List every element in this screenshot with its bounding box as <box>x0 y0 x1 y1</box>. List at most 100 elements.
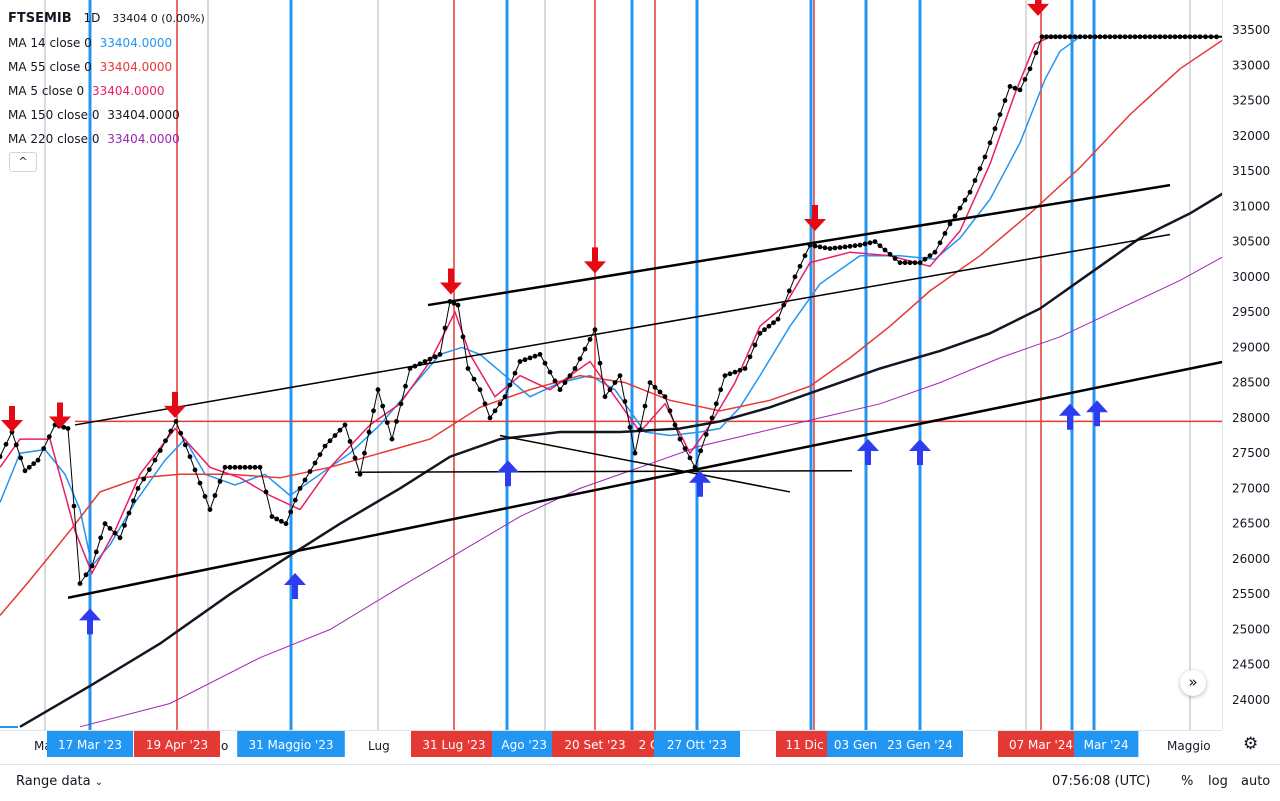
price-point <box>471 376 477 382</box>
price-point <box>932 249 938 255</box>
price-point <box>455 302 461 308</box>
price-tick-label: 24000 <box>1232 693 1270 707</box>
price-point <box>46 434 52 440</box>
ma-label: MA 5 close 0 <box>8 84 85 98</box>
price-point <box>269 514 275 519</box>
legend-symbol-row[interactable]: FTSEMIB 1D 33404 0 (0.00%) <box>8 6 205 31</box>
event-badge-label: 11 Dic <box>785 738 823 752</box>
price-point <box>1192 34 1198 40</box>
price-point <box>1187 34 1193 40</box>
price-point <box>1117 34 1123 40</box>
trend-line <box>74 233 1171 426</box>
price-point <box>487 415 493 421</box>
ma-line-ma220 <box>79 256 1222 728</box>
legend-collapse-button[interactable]: ^ <box>9 152 37 172</box>
price-point <box>781 302 787 308</box>
price-point <box>897 260 903 266</box>
price-point <box>617 373 623 378</box>
price-point <box>522 357 528 363</box>
auto-scale-toggle[interactable]: auto <box>1241 774 1271 789</box>
price-point <box>0 454 3 460</box>
legend-ma-row[interactable]: MA 150 close 0 33404.0000 <box>8 103 205 127</box>
price-point <box>187 454 193 460</box>
price-tick-label: 26500 <box>1232 517 1270 531</box>
gear-icon[interactable]: ⚙ <box>1243 734 1259 754</box>
arrow-up-icon <box>497 460 519 487</box>
price-tick-label: 26000 <box>1232 552 1270 566</box>
price-point <box>3 441 9 447</box>
price-tick-label: 25000 <box>1232 622 1270 636</box>
price-point <box>652 384 658 390</box>
range-label: Range data <box>16 774 91 789</box>
price-point <box>771 320 776 326</box>
price-series <box>0 34 1222 586</box>
price-point <box>713 401 719 407</box>
price-point <box>1012 85 1018 91</box>
chevron-up-icon: ^ <box>18 155 28 168</box>
price-point <box>292 497 298 503</box>
event-badge-label: Mar '24 <box>1084 738 1129 752</box>
price-point <box>1072 34 1078 40</box>
price-tick-label: 27500 <box>1232 446 1270 460</box>
arrow-down-icon <box>584 247 606 274</box>
price-point <box>18 455 24 461</box>
price-point <box>422 359 428 364</box>
trend-line <box>427 183 1171 307</box>
price-point <box>427 356 433 362</box>
price-point <box>447 299 453 304</box>
legend-ma-row[interactable]: MA 55 close 0 33404.0000 <box>8 55 205 79</box>
price-point <box>977 166 983 172</box>
arrow-down-icon <box>1027 0 1049 16</box>
price-point <box>552 378 558 384</box>
price-point <box>572 366 578 371</box>
price-point <box>682 446 688 451</box>
event-badge <box>237 731 345 757</box>
price-point <box>394 419 399 424</box>
price-chart[interactable]: 24000 24500 25000 25500 26000 26500 27000 27500… <box>0 0 1280 764</box>
price-point <box>862 241 868 247</box>
price-point <box>283 521 289 527</box>
price-point <box>877 243 883 249</box>
price-point <box>527 355 533 361</box>
event-badge <box>134 731 220 757</box>
range-dropdown[interactable]: Range data ⌄ <box>16 774 103 789</box>
price-point <box>837 245 843 250</box>
price-point <box>962 197 968 203</box>
price-point <box>232 464 238 470</box>
price-point <box>41 446 47 451</box>
chart-legend: FTSEMIB 1D 33404 0 (0.00%) MA 14 close 0… <box>8 6 205 151</box>
symbol-name[interactable]: FTSEMIB <box>8 11 72 26</box>
price-point <box>152 457 158 463</box>
arrow-up-icon <box>857 439 879 466</box>
price-tick-label: 27000 <box>1232 481 1270 495</box>
symbol-interval[interactable]: 1D <box>83 11 101 25</box>
price-point <box>1002 98 1008 103</box>
event-badge <box>1074 731 1139 757</box>
ma-value: 33404.0000 <box>99 36 173 50</box>
price-point <box>398 401 404 407</box>
legend-ma-row[interactable]: MA 220 close 0 33404.0000 <box>8 127 205 151</box>
price-point <box>882 247 888 253</box>
price-point <box>1172 34 1178 40</box>
percent-scale-toggle[interactable]: % <box>1181 774 1194 789</box>
arrow-up-icon <box>284 573 306 600</box>
log-scale-toggle[interactable]: log <box>1208 774 1228 789</box>
bottom-toolbar: Range data ⌄ 07:56:08 (UTC) % log auto <box>0 764 1280 801</box>
price-axis[interactable]: 24000 24500 25000 25500 26000 26500 27000 27500… <box>1222 0 1271 730</box>
price-point <box>1142 34 1148 40</box>
time-tick-label: Maggio <box>1167 739 1211 753</box>
price-point <box>1127 34 1133 40</box>
price-tick-label: 30500 <box>1232 235 1270 249</box>
scroll-to-realtime-button[interactable]: » <box>1180 670 1206 696</box>
legend-ma-row[interactable]: MA 14 close 0 33404.0000 <box>8 31 205 55</box>
price-tick-label: 30000 <box>1232 270 1270 284</box>
utc-clock[interactable]: 07:56:08 (UTC) <box>1052 774 1151 789</box>
legend-ma-row[interactable]: MA 5 close 0 33404.0000 <box>8 79 205 103</box>
price-point <box>587 337 593 342</box>
price-point <box>1087 34 1093 40</box>
price-point <box>242 464 248 470</box>
symbol-quote: 33404 0 (0.00%) <box>112 12 205 25</box>
price-point <box>366 429 372 435</box>
price-tick-label: 29000 <box>1232 340 1270 354</box>
